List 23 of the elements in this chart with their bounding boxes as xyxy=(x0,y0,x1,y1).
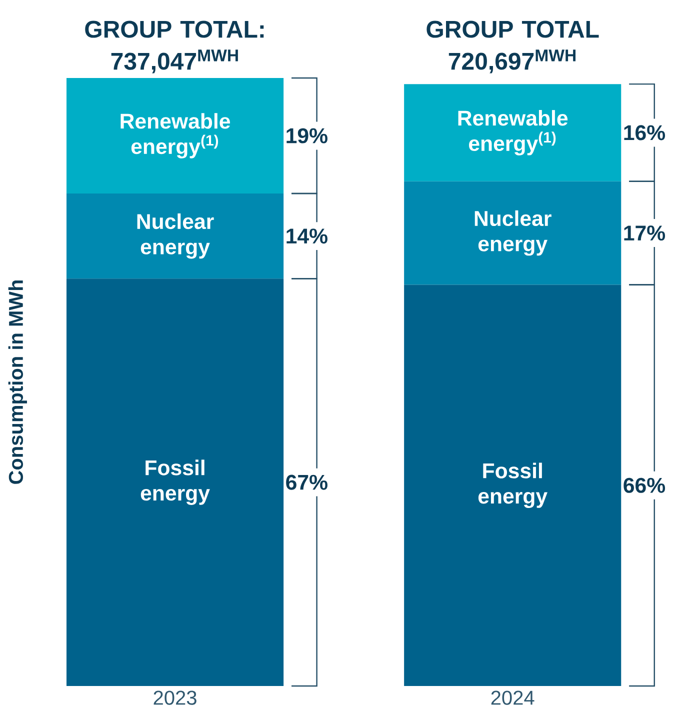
text: GROUP TOTAL 720,697$^{MWH}$ xyxy=(426,20,599,74)
data-label: 19% xyxy=(286,128,328,144)
bar xyxy=(404,284,622,686)
bar xyxy=(66,278,284,686)
bar xyxy=(404,84,622,182)
y-axis-title: Consumption in MWh xyxy=(8,280,27,484)
text: Nuclear energy xyxy=(474,210,552,256)
data-label: 14% xyxy=(286,228,328,244)
data-label: 16% xyxy=(624,125,666,140)
x-tick-label: 2024 xyxy=(491,690,534,705)
text: GROUP TOTAL: 737,047$^{MWH}$ xyxy=(85,20,264,74)
series-label: Nuclear energy xyxy=(137,213,214,259)
text: Renewable energy$^{(1)}$ xyxy=(120,113,230,158)
series-label: Fossil energy xyxy=(140,460,210,505)
text: Fossil energy xyxy=(478,462,548,508)
data-label: 66% xyxy=(624,478,666,493)
bar xyxy=(404,181,622,285)
bar xyxy=(66,78,284,194)
series-label: Renewable energy$^{(1)}$ xyxy=(458,110,568,156)
x-tick-label: 2023 xyxy=(154,690,196,705)
bar xyxy=(66,194,284,279)
data-label: 67% xyxy=(286,474,328,490)
data-label: 17% xyxy=(624,226,666,241)
